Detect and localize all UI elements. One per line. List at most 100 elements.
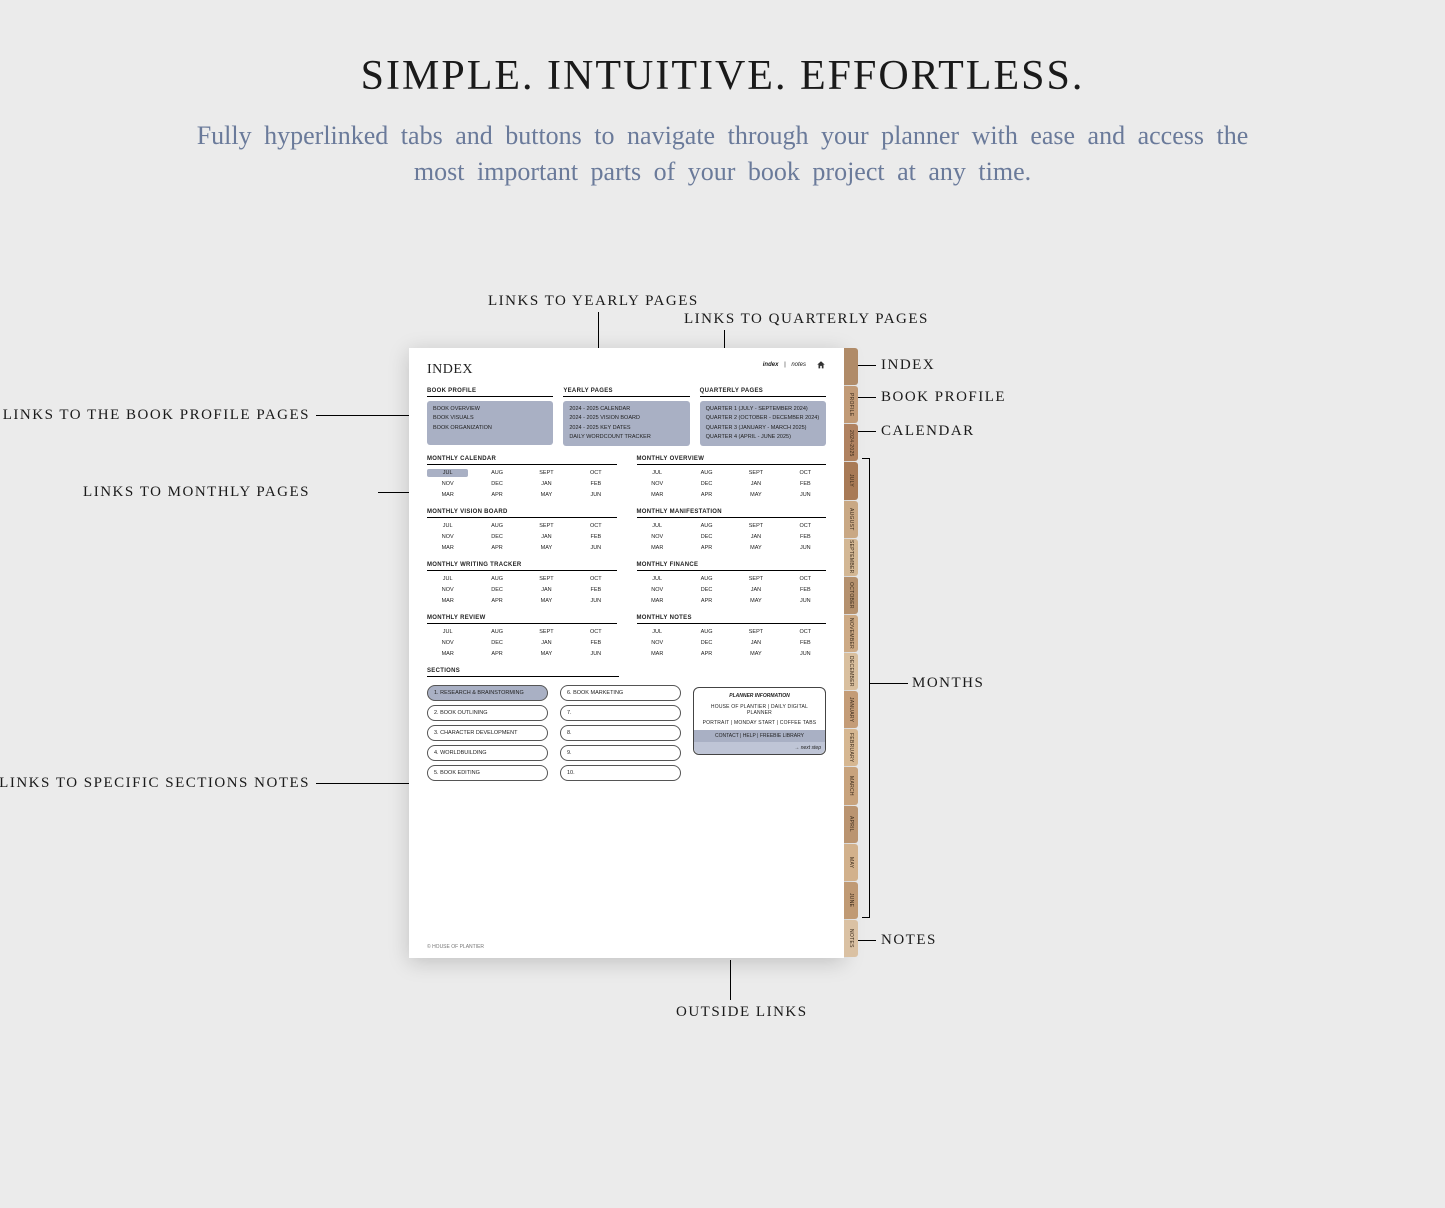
month-link[interactable]: JAN <box>735 639 776 647</box>
month-link[interactable]: JUN <box>785 597 826 605</box>
month-link[interactable]: NOV <box>427 586 468 594</box>
month-link[interactable]: OCT <box>575 469 616 477</box>
home-icon[interactable] <box>816 360 826 370</box>
month-link[interactable]: DEC <box>476 480 517 488</box>
q-link[interactable]: QUARTER 2 (OCTOBER - DECEMBER 2024) <box>706 414 820 423</box>
month-link[interactable]: MAY <box>526 544 567 552</box>
y-link[interactable]: DAILY WORDCOUNT TRACKER <box>569 433 683 442</box>
month-link[interactable]: NOV <box>637 480 678 488</box>
month-link[interactable]: FEB <box>575 586 616 594</box>
tab-june[interactable]: JUNE <box>844 882 858 919</box>
month-link[interactable]: NOV <box>637 586 678 594</box>
month-link[interactable]: DEC <box>476 639 517 647</box>
month-link[interactable]: MAY <box>735 491 776 499</box>
page-toplinks[interactable]: index | notes <box>761 362 808 368</box>
quarterly-links[interactable]: QUARTER 1 (JULY - SEPTEMBER 2024) QUARTE… <box>700 401 826 446</box>
month-link[interactable]: FEB <box>575 480 616 488</box>
month-link[interactable]: DEC <box>476 586 517 594</box>
month-link[interactable]: FEB <box>785 480 826 488</box>
info-buttons[interactable]: CONTACT | HELP | FREEBIE LIBRARY <box>694 730 825 742</box>
month-link[interactable]: OCT <box>785 628 826 636</box>
month-link[interactable]: OCT <box>785 522 826 530</box>
month-link[interactable]: MAR <box>427 650 468 658</box>
month-link[interactable]: SEPT <box>735 575 776 583</box>
tab-march[interactable]: MARCH <box>844 767 858 804</box>
bp-link[interactable]: BOOK OVERVIEW <box>433 405 547 414</box>
yearly-links[interactable]: 2024 - 2025 CALENDAR 2024 - 2025 VISION … <box>563 401 689 446</box>
month-link[interactable]: FEB <box>785 639 826 647</box>
month-link[interactable]: JAN <box>735 480 776 488</box>
month-link[interactable]: AUG <box>686 469 727 477</box>
month-link[interactable]: APR <box>686 597 727 605</box>
month-link[interactable]: APR <box>476 544 517 552</box>
month-link[interactable]: MAR <box>637 544 678 552</box>
tab-september[interactable]: SEPTEMBER <box>844 539 858 576</box>
month-link[interactable]: APR <box>476 491 517 499</box>
month-link[interactable]: MAR <box>637 597 678 605</box>
month-link[interactable]: AUG <box>686 575 727 583</box>
info-next[interactable]: → next step <box>694 742 825 754</box>
month-link[interactable]: MAR <box>637 650 678 658</box>
q-link[interactable]: QUARTER 4 (APRIL - JUNE 2025) <box>706 433 820 442</box>
q-link[interactable]: QUARTER 1 (JULY - SEPTEMBER 2024) <box>706 405 820 414</box>
month-link[interactable]: JUN <box>785 544 826 552</box>
month-link[interactable]: JUL <box>427 522 468 530</box>
tab-november[interactable]: NOVEMBER <box>844 615 858 652</box>
month-link[interactable]: JUN <box>575 597 616 605</box>
month-link[interactable]: SEPT <box>526 522 567 530</box>
month-link[interactable]: JUL <box>427 575 468 583</box>
tab-february[interactable]: FEBRUARY <box>844 729 858 766</box>
month-link[interactable]: NOV <box>637 533 678 541</box>
month-link[interactable]: NOV <box>637 639 678 647</box>
month-link[interactable]: DEC <box>476 533 517 541</box>
month-link[interactable]: OCT <box>785 469 826 477</box>
month-link[interactable]: NOV <box>427 480 468 488</box>
tab-december[interactable]: DECEMBER <box>844 653 858 690</box>
section-link[interactable]: 7. <box>560 705 681 721</box>
month-link[interactable]: AUG <box>476 522 517 530</box>
month-link[interactable]: NOV <box>427 639 468 647</box>
month-link[interactable]: AUG <box>476 469 517 477</box>
month-link[interactable]: OCT <box>785 575 826 583</box>
toplink-notes[interactable]: notes <box>791 362 806 368</box>
month-link[interactable]: APR <box>476 597 517 605</box>
tab-january[interactable]: JANUARY <box>844 691 858 728</box>
y-link[interactable]: 2024 - 2025 CALENDAR <box>569 405 683 414</box>
section-link[interactable]: 10. <box>560 765 681 781</box>
month-link[interactable]: AUG <box>686 628 727 636</box>
month-link[interactable]: JUL <box>637 469 678 477</box>
section-link[interactable]: 4. WORLDBUILDING <box>427 745 548 761</box>
month-link[interactable]: FEB <box>575 639 616 647</box>
tab-april[interactable]: APRIL <box>844 806 858 843</box>
tab-august[interactable]: AUGUST <box>844 501 858 538</box>
month-link[interactable]: JUL <box>637 575 678 583</box>
month-link[interactable]: MAR <box>427 491 468 499</box>
month-link[interactable]: FEB <box>785 586 826 594</box>
month-link[interactable]: JUN <box>575 650 616 658</box>
month-link[interactable]: JUL <box>637 522 678 530</box>
month-link[interactable]: JAN <box>526 586 567 594</box>
month-link[interactable]: JUL <box>427 628 468 636</box>
month-link[interactable]: APR <box>686 491 727 499</box>
month-link[interactable]: MAY <box>735 544 776 552</box>
tab-notes[interactable]: NOTES <box>844 920 858 957</box>
month-link[interactable]: FEB <box>785 533 826 541</box>
month-link[interactable]: MAY <box>526 650 567 658</box>
section-link[interactable]: 9. <box>560 745 681 761</box>
month-link[interactable]: FEB <box>575 533 616 541</box>
month-link[interactable]: JUN <box>575 491 616 499</box>
month-link[interactable]: SEPT <box>735 628 776 636</box>
month-link[interactable]: SEPT <box>735 469 776 477</box>
month-link[interactable]: JAN <box>526 480 567 488</box>
book-profile-links[interactable]: BOOK OVERVIEW BOOK VISUALS BOOK ORGANIZA… <box>427 401 553 445</box>
month-link[interactable]: JUN <box>785 650 826 658</box>
y-link[interactable]: 2024 - 2025 VISION BOARD <box>569 414 683 423</box>
month-link[interactable]: DEC <box>686 586 727 594</box>
month-link[interactable]: DEC <box>686 480 727 488</box>
month-link[interactable]: JUN <box>575 544 616 552</box>
month-link[interactable]: OCT <box>575 575 616 583</box>
month-link[interactable]: MAY <box>526 597 567 605</box>
month-link[interactable]: AUG <box>476 628 517 636</box>
month-link[interactable]: SEPT <box>526 575 567 583</box>
tab-home[interactable] <box>844 348 858 385</box>
